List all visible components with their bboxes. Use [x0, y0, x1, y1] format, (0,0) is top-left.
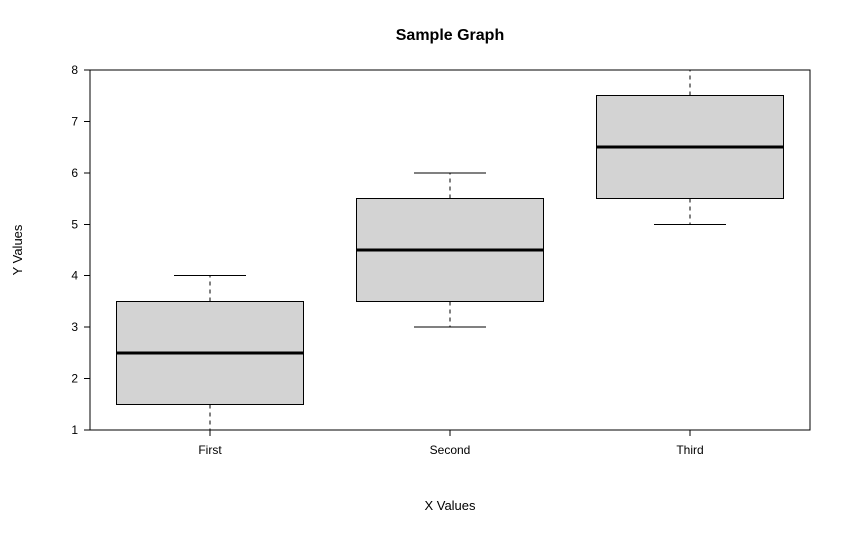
- y-tick-label: 6: [71, 166, 78, 180]
- y-axis-label: Y Values: [10, 224, 25, 275]
- y-tick-label: 4: [71, 269, 78, 283]
- x-tick-label: Third: [676, 443, 703, 457]
- y-tick-label: 8: [71, 63, 78, 77]
- y-tick-label: 7: [71, 114, 78, 128]
- boxplot-chart: Sample Graph 1 2 3 4 5 6 7 8 First Second Third X Va…: [0, 0, 865, 539]
- y-tick-label: 3: [71, 320, 78, 334]
- chart-svg: Sample Graph 1 2 3 4 5 6 7 8 First Second Third X Va…: [0, 0, 865, 539]
- y-tick-label: 2: [71, 372, 78, 386]
- x-tick-label: Second: [430, 443, 471, 457]
- chart-title: Sample Graph: [396, 27, 504, 44]
- x-axis-label: X Values: [424, 498, 476, 513]
- y-tick-label: 5: [71, 217, 78, 231]
- x-tick-label: First: [198, 443, 222, 457]
- y-tick-label: 1: [71, 423, 78, 437]
